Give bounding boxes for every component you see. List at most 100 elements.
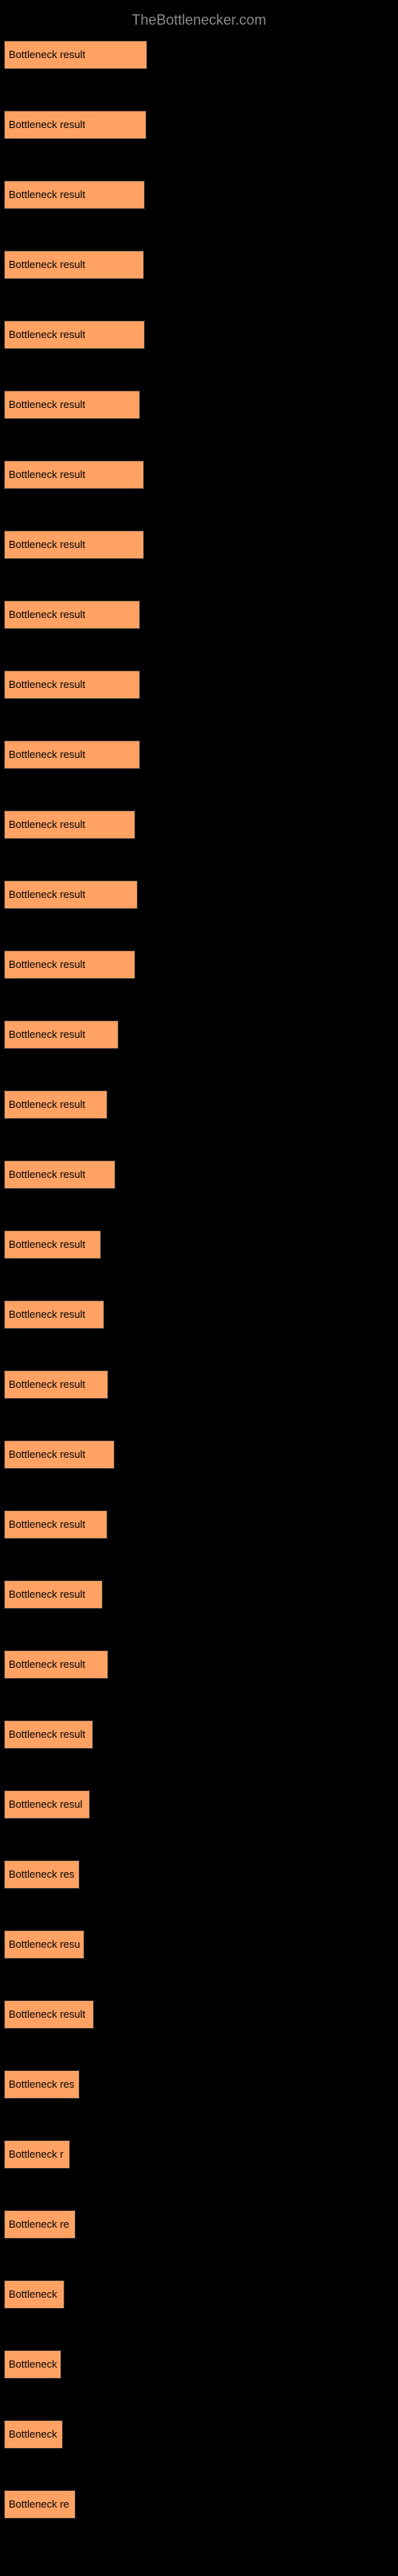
bottleneck-bar[interactable]: Bottleneck result52.4 — [4, 530, 144, 559]
bar-wrapper: Bottleneck result — [4, 1440, 394, 1469]
bottleneck-bar[interactable]: Bottleneck result — [4, 1720, 93, 1749]
bar-label: Bottleneck — [5, 2420, 57, 2449]
bar-label: Bottleneck re — [5, 2210, 69, 2239]
bottleneck-bar[interactable]: Bottleneck re — [4, 2490, 76, 2519]
bottleneck-bar[interactable]: Bottleneck result52.4 — [4, 460, 144, 489]
bottleneck-bar[interactable]: Bottleneck result — [4, 1580, 103, 1609]
page-title: TheBottlenecker.com — [131, 12, 266, 28]
chart-row: Bottleneck — [4, 2280, 394, 2309]
bottleneck-bar[interactable]: Bottleneck result53.6 — [4, 41, 147, 69]
bottleneck-bar[interactable]: Bottleneck result — [4, 1300, 104, 1329]
bar-label: Bottleneck resu — [5, 1930, 80, 1959]
chart-row: Bottleneck result — [4, 1510, 394, 1539]
chart-row: Bottleneck result — [4, 1370, 394, 1399]
bottleneck-bar[interactable]: Bottleneck result — [4, 1090, 107, 1119]
bottleneck-bar[interactable]: Bottleneck result50 — [4, 880, 138, 909]
chart-row: Bottleneck result — [4, 1020, 394, 1049]
bottleneck-bar[interactable]: Bottleneck result — [4, 1160, 115, 1189]
bar-wrapper: Bottleneck resul — [4, 1790, 394, 1819]
chart-row: Bottleneck — [4, 2420, 394, 2449]
bottleneck-bar[interactable]: Bottleneck result49 — [4, 810, 135, 839]
bottleneck-bar[interactable]: Bottleneck re — [4, 2210, 76, 2239]
bottleneck-bar[interactable]: Bottleneck result51. — [4, 670, 140, 699]
bar-value: 52.4 — [147, 530, 183, 559]
bar-value: 52.6 — [148, 321, 184, 349]
bottleneck-bar[interactable]: Bottleneck result — [4, 1230, 101, 1259]
bar-value: 51 — [143, 740, 179, 769]
bottleneck-bar[interactable]: Bottleneck result — [4, 1020, 119, 1049]
bottleneck-bar[interactable]: Bottleneck result — [4, 1510, 107, 1539]
bar-wrapper: Bottleneck res — [4, 1860, 394, 1889]
bar-wrapper: Bottleneck result53.3 — [4, 111, 394, 139]
chart-row: Bottleneck result — [4, 1580, 394, 1609]
chart-row: Bottleneck result 51. — [4, 670, 394, 699]
bottleneck-bar[interactable]: Bottleneck res — [4, 1860, 80, 1889]
bottleneck-bar[interactable]: Bottleneck r — [4, 2140, 70, 2169]
page-header: TheBottlenecker.com — [0, 8, 398, 41]
bar-value: 50 — [141, 880, 177, 909]
bar-label: Bottleneck result — [5, 251, 85, 279]
bottleneck-bar[interactable]: Bottleneck result52.4 — [4, 251, 144, 279]
chart-row: Bottleneck re — [4, 2490, 394, 2519]
bottleneck-bar[interactable]: Bottleneck result52.8 — [4, 181, 145, 209]
bar-wrapper: Bottleneck result52.4 — [4, 530, 394, 559]
chart-row: Bottleneck result51. — [4, 600, 394, 629]
bottleneck-bar[interactable]: Bottleneck result — [4, 1650, 108, 1679]
chart-row: Bottleneck result52.4 — [4, 530, 394, 559]
chart-row: Bottleneck result49 — [4, 810, 394, 839]
bottleneck-bar[interactable]: Bottleneck — [4, 2350, 61, 2379]
bottleneck-bar[interactable]: Bottleneck result49 — [4, 950, 135, 979]
bar-wrapper: Bottleneck result — [4, 1300, 394, 1329]
bar-wrapper: Bottleneck re — [4, 2490, 394, 2519]
bar-wrapper: Bottleneck result — [4, 1370, 394, 1399]
bar-label: Bottleneck result — [5, 670, 85, 699]
bar-wrapper: Bottleneck result51. — [4, 600, 394, 629]
bottleneck-bar[interactable]: Bottleneck — [4, 2280, 64, 2309]
bottleneck-bar[interactable]: Bottleneck result51. — [4, 600, 140, 629]
chart-row: Bottleneck result 52.4 — [4, 251, 394, 279]
bar-value: 52.4 — [147, 251, 183, 279]
bottleneck-bar[interactable]: Bottleneck resul — [4, 1790, 90, 1819]
bar-value: 51. — [143, 670, 179, 699]
bar-wrapper: Bottleneck — [4, 2420, 394, 2449]
chart-row: Bottleneck resul — [4, 1790, 394, 1819]
bottleneck-bar[interactable]: Bottleneck result52.6 — [4, 321, 145, 349]
chart-row: Bottleneck result50 — [4, 880, 394, 909]
bar-label: Bottleneck result — [5, 321, 85, 349]
bar-wrapper: Bottleneck result51. — [4, 390, 394, 419]
bar-label: Bottleneck result — [5, 1300, 85, 1329]
chart-row: Bottleneck result — [4, 1440, 394, 1469]
bar-label: Bottleneck result — [5, 810, 85, 839]
bottleneck-bar[interactable]: Bottleneck result — [4, 1440, 115, 1469]
bottleneck-bar[interactable]: Bottleneck — [4, 2420, 63, 2449]
bar-value: 53.6 — [150, 41, 186, 69]
bar-wrapper: Bottleneck result50 — [4, 880, 394, 909]
chart-row: Bottleneck result52.4 — [4, 460, 394, 489]
bottleneck-bar[interactable]: Bottleneck result51. — [4, 390, 140, 419]
bar-wrapper: Bottleneck result49 — [4, 950, 394, 979]
bottleneck-bar[interactable]: Bottleneck res — [4, 2070, 80, 2099]
bar-label: Bottleneck resul — [5, 1790, 83, 1819]
bar-wrapper: Bottleneck result — [4, 1230, 394, 1259]
bar-value: 49 — [139, 950, 174, 979]
bar-value: 52.8 — [148, 181, 184, 209]
chart-row: Bottleneck result — [4, 2000, 394, 2029]
bar-label: Bottleneck result — [5, 1580, 85, 1609]
bar-label: Bottleneck result — [5, 1370, 85, 1399]
chart-row: Bottleneck result52.8 — [4, 181, 394, 209]
bottleneck-bar[interactable]: Bottleneck result53.3 — [4, 111, 146, 139]
bar-wrapper: Bottleneck result — [4, 1580, 394, 1609]
bar-wrapper: Bottleneck result49 — [4, 810, 394, 839]
chart-row: Bottleneck — [4, 2350, 394, 2379]
bottleneck-bar[interactable]: Bottleneck result — [4, 2000, 94, 2029]
bottleneck-bar[interactable]: Bottleneck resu — [4, 1930, 84, 1959]
bar-wrapper: Bottleneck result 52.6 — [4, 321, 394, 349]
bar-label: Bottleneck result — [5, 1090, 85, 1119]
chart-row: Bottleneck result 52.6 — [4, 321, 394, 349]
chart-row: Bottleneck result — [4, 1300, 394, 1329]
bottleneck-bar[interactable]: Bottleneck result51 — [4, 740, 140, 769]
bar-label: Bottleneck result — [5, 390, 85, 419]
bar-label: Bottleneck result — [5, 460, 85, 489]
bottleneck-bar[interactable]: Bottleneck result — [4, 1370, 108, 1399]
bar-wrapper: Bottleneck result52.4 — [4, 460, 394, 489]
